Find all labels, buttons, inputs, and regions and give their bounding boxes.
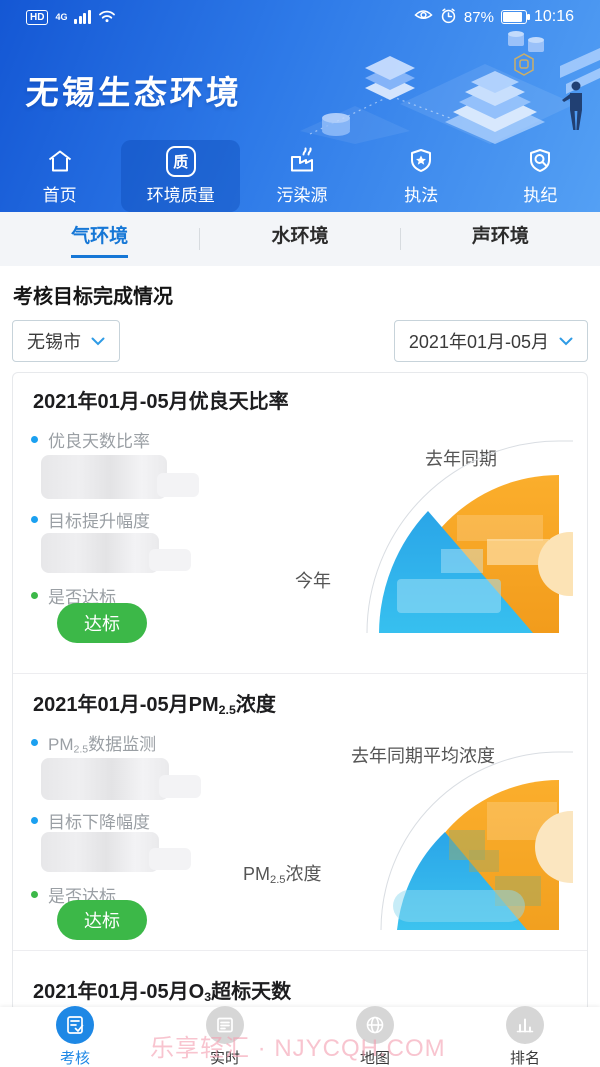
nav-item-label: 执法 xyxy=(404,186,439,205)
nav-item-label: 执纪 xyxy=(523,186,558,205)
censored-chart-values xyxy=(393,802,573,922)
tab-noise[interactable]: 声环境 xyxy=(471,225,529,247)
bullet-icon xyxy=(31,817,38,824)
nav-item-env-quality[interactable]: 质 环境质量 xyxy=(121,140,241,212)
tab-divider xyxy=(399,228,401,250)
nav-item-label: 环境质量 xyxy=(146,186,215,205)
fan-chart-graphic xyxy=(380,751,573,931)
factory-icon xyxy=(287,146,317,176)
nav-item-label: 首页 xyxy=(42,186,77,205)
wifi-icon xyxy=(98,8,116,27)
card-o3-exceed-days: 2021年01月-05月O3超标天数 xyxy=(13,950,587,1011)
bottom-nav-ranking[interactable]: 排名 xyxy=(450,1006,600,1067)
bottom-nav-assessment[interactable]: 考核 xyxy=(0,1006,150,1067)
card-title: 2021年01月-05月PM2.5浓度 xyxy=(33,694,276,718)
bottom-nav-map[interactable]: 地图 xyxy=(300,1006,450,1067)
bottom-nav-label: 地图 xyxy=(359,1050,390,1067)
nav-item-home[interactable]: 首页 xyxy=(0,140,119,212)
card-title: 2021年01月-05月优良天比率 xyxy=(33,391,289,413)
censored-value xyxy=(41,533,191,573)
censored-value xyxy=(41,832,191,872)
fan-chart-graphic xyxy=(366,440,573,634)
battery-percent-label: 87% xyxy=(463,8,494,26)
header-background: HD 4G xyxy=(0,0,600,212)
home-icon xyxy=(45,146,75,176)
shield-star-icon xyxy=(406,146,436,176)
bottom-nav-label: 排名 xyxy=(509,1050,540,1067)
primary-nav: 首页 质 环境质量 污染源 xyxy=(0,140,600,212)
nav-item-pollution-source[interactable]: 污染源 xyxy=(242,140,361,212)
metric-target-increase: 目标提升幅度 xyxy=(31,507,150,532)
nav-item-enforcement[interactable]: 执法 xyxy=(362,140,481,212)
chevron-down-icon xyxy=(559,337,573,345)
censored-chart-values xyxy=(397,515,573,613)
card-good-days-ratio: 2021年01月-05月优良天比率 优良天数比率 目标提升幅度 是否达标 达标 … xyxy=(13,373,587,673)
bullet-icon xyxy=(31,516,38,523)
map-globe-icon xyxy=(356,1006,394,1044)
bottom-nav-label: 考核 xyxy=(59,1050,90,1067)
quality-icon: 质 xyxy=(165,145,196,177)
chart-label-this-year: 今年 xyxy=(295,571,331,591)
tab-water[interactable]: 水环境 xyxy=(271,225,329,247)
nav-item-discipline[interactable]: 执纪 xyxy=(481,140,600,212)
censored-value xyxy=(41,455,199,499)
chevron-down-icon xyxy=(91,337,105,345)
city-select-value: 无锡市 xyxy=(27,332,81,352)
chart-label-pm25: PM2.5浓度 xyxy=(243,864,322,886)
hd-icon: HD xyxy=(26,9,49,25)
env-tabs: 气环境 水环境 声环境 xyxy=(0,212,600,266)
bullet-icon xyxy=(31,739,38,747)
ranking-icon xyxy=(506,1006,544,1044)
metric-good-days-ratio: 优良天数比率 xyxy=(31,427,150,452)
app-title: 无锡生态环境 xyxy=(24,74,243,111)
network-type-label: 4G xyxy=(55,11,68,22)
bullet-icon xyxy=(31,891,38,898)
header-illustration xyxy=(300,31,600,144)
card-title: 2021年01月-05月O3超标天数 xyxy=(33,981,292,1005)
chart-label-last-year: 去年同期 xyxy=(425,449,497,469)
status-bar: HD 4G xyxy=(0,0,600,34)
city-select[interactable]: 无锡市 xyxy=(12,320,120,362)
bullet-icon xyxy=(31,436,38,443)
clock-label: 10:16 xyxy=(533,8,574,25)
censored-value xyxy=(41,758,201,800)
bottom-nav: 考核 实时 地图 排名 xyxy=(0,1006,600,1067)
realtime-icon xyxy=(206,1006,244,1044)
period-select-value: 2021年01月-05月 xyxy=(408,332,549,352)
period-select[interactable]: 2021年01月-05月 xyxy=(393,320,588,362)
pm25-fan-chart: 去年同期平均浓度 PM2.5浓度 xyxy=(229,738,587,938)
battery-icon xyxy=(500,10,530,24)
nav-item-label: 污染源 xyxy=(276,186,328,205)
clipboard-check-icon xyxy=(56,1006,94,1044)
metric-pm25-monitoring: PM2.5数据监测 xyxy=(31,730,156,756)
signal-bars-icon xyxy=(74,10,91,24)
section-title: 考核目标完成情况 xyxy=(13,286,173,308)
bottom-nav-realtime[interactable]: 实时 xyxy=(150,1006,300,1067)
metric-target-decrease: 目标下降幅度 xyxy=(31,808,150,833)
tab-divider xyxy=(199,228,201,250)
alarm-icon xyxy=(440,7,457,28)
metric-compliance: 是否达标 xyxy=(31,583,116,608)
tab-air[interactable]: 气环境 xyxy=(0,221,199,258)
chart-label-last-year-avg: 去年同期平均浓度 xyxy=(351,746,495,766)
bullet-icon xyxy=(31,592,38,599)
card-pm25-concentration: 2021年01月-05月PM2.5浓度 PM2.5数据监测 目标下降幅度 是否达… xyxy=(13,673,587,950)
eye-comfort-icon xyxy=(414,8,433,26)
compliance-badge: 达标 xyxy=(57,603,147,643)
compliance-badge: 达标 xyxy=(57,900,147,940)
assessment-card: 2021年01月-05月优良天比率 优良天数比率 目标提升幅度 是否达标 达标 … xyxy=(12,372,588,1012)
filter-row: 无锡市 2021年01月-05月 xyxy=(12,320,588,362)
bottom-nav-label: 实时 xyxy=(209,1050,240,1067)
shield-search-icon xyxy=(525,146,555,176)
good-days-fan-chart: 去年同期 今年 xyxy=(229,429,587,641)
